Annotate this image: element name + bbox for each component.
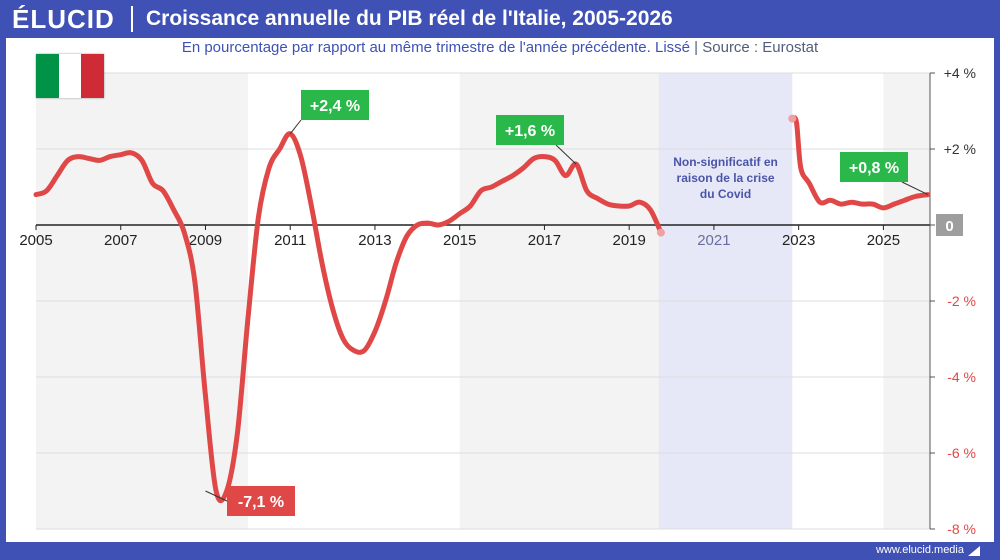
series-break-point: [656, 228, 665, 237]
x-tick-label: 2025: [867, 232, 900, 249]
source-text: Source : Eurostat: [702, 39, 819, 56]
brand-mark-icon: [968, 546, 980, 556]
x-tick-label: 2021: [697, 232, 730, 249]
annotation-leader: [555, 144, 577, 165]
y-tick-label: 0: [945, 218, 953, 235]
covid-note: du Covid: [700, 187, 751, 201]
chart-subtitle: En pourcentage par rapport au même trime…: [0, 38, 1000, 58]
x-tick-label: 2005: [19, 232, 52, 249]
annotation-leader: [901, 181, 929, 196]
x-tick-label: 2013: [358, 232, 391, 249]
brand-logo: ÉLUCID: [12, 4, 115, 34]
y-tick-label: -6 %: [947, 445, 976, 461]
zero-label-box: [936, 214, 963, 236]
x-tick-label: 2015: [443, 232, 476, 249]
logo-divider: [131, 6, 133, 32]
annotation-label: -7,1 %: [238, 494, 284, 511]
annotation-box: [227, 486, 295, 516]
x-tick-label: 2011: [274, 232, 306, 249]
series-break-point: [788, 114, 797, 123]
annotation-box: [496, 115, 564, 145]
y-tick-label: +2 %: [944, 141, 976, 157]
x-tick-label: 2017: [528, 232, 561, 249]
annotation-label: +0,8 %: [849, 160, 899, 177]
covid-note: raison de la crise: [677, 171, 775, 185]
italy-flag-icon: [36, 54, 105, 98]
annotation-leader: [289, 119, 302, 135]
y-tick-label: -2 %: [947, 293, 976, 309]
annotation-box: [840, 152, 908, 182]
flag-stripe-white: [58, 54, 82, 98]
annotation-label: +2,4 %: [310, 98, 360, 115]
annotation-leader: [205, 490, 228, 502]
flag-stripe-red: [81, 54, 105, 98]
y-tick-label: -4 %: [947, 369, 976, 385]
x-tick-label: 2023: [782, 232, 815, 249]
x-tick-label: 2019: [612, 232, 645, 249]
y-tick-label: +4 %: [944, 65, 976, 81]
subtitle-separator: |: [694, 39, 699, 56]
subtitle-text: En pourcentage par rapport au même trime…: [181, 39, 690, 56]
gdp-growth-line: [33, 131, 664, 503]
gdp-growth-line: [789, 115, 931, 211]
chart-title: Croissance annuelle du PIB réel de l'Ita…: [146, 7, 673, 30]
annotation-box: [301, 90, 369, 120]
x-tick-label: 2009: [189, 232, 222, 249]
annotation-label: +1,6 %: [505, 123, 555, 140]
footer-url[interactable]: www.elucid.media: [875, 544, 964, 556]
y-tick-label: -8 %: [947, 521, 976, 537]
covid-note: Non-significatif en: [673, 155, 778, 169]
header-bar: ÉLUCID Croissance annuelle du PIB réel d…: [0, 0, 1000, 38]
flag-stripe-green: [36, 54, 59, 98]
x-tick-label: 2007: [104, 232, 137, 249]
